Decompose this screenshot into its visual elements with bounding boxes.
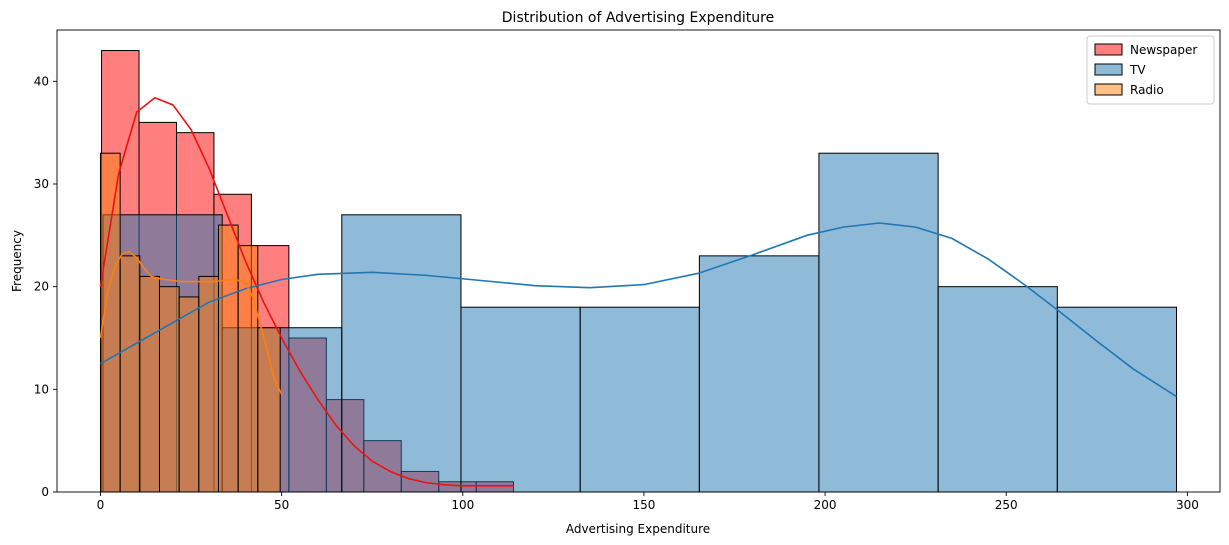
y-axis: 0 10 20 30 40 bbox=[34, 74, 57, 499]
x-axis-label: Advertising Expenditure bbox=[566, 522, 710, 536]
bar-tv-2 bbox=[341, 214, 462, 493]
kde-line-radio bbox=[99, 250, 283, 395]
bar-radio-3 bbox=[158, 286, 180, 493]
y-tick-label-0: 0 bbox=[41, 485, 49, 499]
x-tick-label-300: 300 bbox=[1176, 498, 1199, 512]
plot-frame bbox=[56, 29, 1221, 493]
y-axis-label: Frequency bbox=[10, 230, 24, 292]
y-tick-label-40: 40 bbox=[34, 74, 49, 88]
x-tick-label-250: 250 bbox=[995, 498, 1018, 512]
bar-radio-8 bbox=[257, 327, 281, 493]
bar-tv-7 bbox=[937, 286, 1058, 493]
bar-tv-3 bbox=[460, 306, 581, 493]
x-tick-label-50: 50 bbox=[274, 498, 289, 512]
y-tick-label-30: 30 bbox=[34, 177, 49, 191]
bars-layer bbox=[99, 50, 1178, 493]
x-tick-label-150: 150 bbox=[632, 498, 655, 512]
legend-label-tv: TV bbox=[1129, 63, 1146, 77]
bar-radio-2 bbox=[139, 275, 160, 493]
x-axis: 0 50 100 150 200 250 300 bbox=[97, 492, 1199, 512]
x-tick-label-100: 100 bbox=[451, 498, 474, 512]
legend: Newspaper TV Radio bbox=[1086, 35, 1215, 105]
legend-swatch-tv bbox=[1094, 63, 1123, 76]
y-tick-label-20: 20 bbox=[34, 280, 49, 294]
x-tick-label-0: 0 bbox=[97, 498, 105, 512]
bar-radio-4 bbox=[178, 296, 200, 493]
bar-tv-6 bbox=[818, 152, 939, 493]
bar-tv-5 bbox=[698, 255, 820, 493]
bar-radio-5 bbox=[198, 275, 219, 493]
bar-tv-8 bbox=[1056, 306, 1178, 493]
kde-line-tv bbox=[100, 222, 1177, 398]
legend-swatch-radio bbox=[1094, 83, 1123, 96]
chart-title: Distribution of Advertising Expenditure bbox=[502, 10, 774, 26]
legend-label-radio: Radio bbox=[1130, 83, 1164, 97]
kde-line-newspaper bbox=[99, 96, 514, 487]
x-tick-label-200: 200 bbox=[814, 498, 837, 512]
kde-layer bbox=[99, 96, 1177, 487]
bars-radio bbox=[99, 152, 281, 493]
legend-label-newspaper: Newspaper bbox=[1130, 43, 1197, 57]
bar-tv-4 bbox=[579, 306, 700, 493]
bar-radio-6 bbox=[217, 224, 239, 493]
legend-swatch-newspaper bbox=[1094, 43, 1123, 56]
y-tick-label-10: 10 bbox=[34, 382, 49, 396]
bar-radio-1 bbox=[119, 255, 141, 493]
